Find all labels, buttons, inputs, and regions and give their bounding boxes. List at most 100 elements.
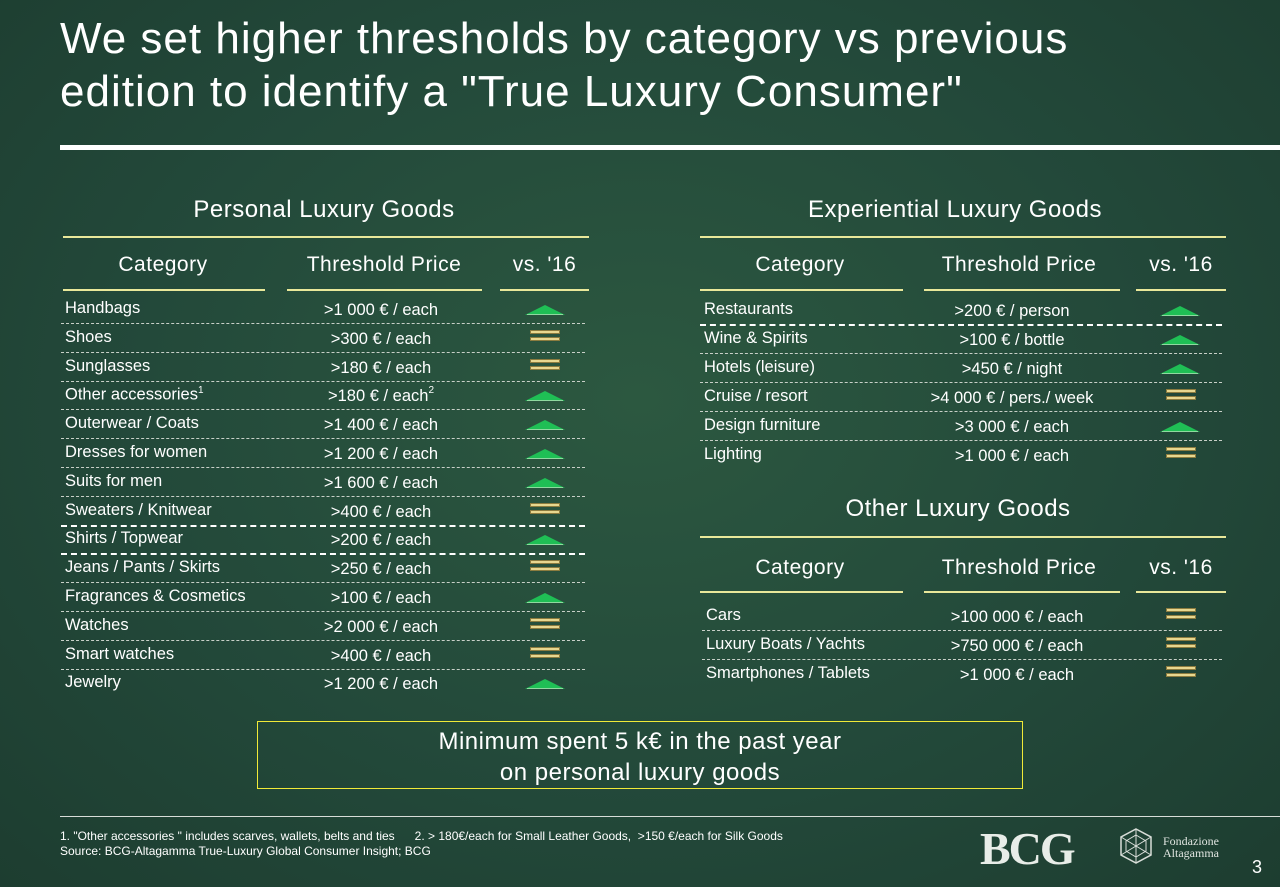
experiential-row-price: >200 € / person [912,302,1112,321]
equal-bars-icon [530,646,560,662]
personal-row-category: Suits for men [65,471,163,490]
other-col-rule-category [700,591,903,593]
personal-row-price-text: >180 € / each [327,387,429,406]
green-up-triangle-icon [525,532,565,548]
personal-row-category: Fragrances & Cosmetics [65,587,246,605]
minimum-spend-line1: Minimum spent 5 k€ in the past year [438,728,842,755]
personal-row: Jeans / Pants / Skirts >250 € / each [61,553,585,584]
altagamma-logo-line1: Fondazione [1163,834,1219,848]
personal-row-price: >1 200 € / each [311,675,451,694]
footnotes: 1. "Other accessories " includes scarves… [60,829,783,859]
personal-row-price-text: >2 000 € / each [323,617,439,636]
experiential-row: Restaurants >200 € / person [700,295,1222,326]
personal-row-price-text: >100 € / each [330,589,432,607]
experiential-col-category: Category [755,253,845,276]
personal-col-rule-vs16 [500,289,589,291]
experiential-col-rule-category [700,289,903,291]
title-divider [60,145,1280,150]
equal-bars-icon [530,559,560,575]
experiential-col-vs16: vs. '16 [1149,253,1213,276]
personal-row-category: Watches [65,615,129,634]
personal-row-price-text: >1 400 € / each [323,416,439,435]
other-row-price: >100 000 € / each [922,608,1112,627]
experiential-row-price-text: >4 000 € / pers./ week [930,389,1094,407]
experiential-row: Lighting >1 000 € / each [700,440,1222,469]
altagamma-logo-line2: Altagamma [1163,846,1219,860]
personal-row-category: Jeans / Pants / Skirts [65,558,220,577]
personal-row-price: >1 000 € / each [311,301,451,320]
experiential-row: Design furniture >3 000 € / each [700,411,1222,441]
personal-row: Jewelry >1 200 € / each [61,668,585,697]
personal-top-rule [63,236,589,238]
altagamma-logo-icon [1120,828,1152,864]
green-up-triangle-icon [525,590,565,606]
equal-bars-icon [530,502,560,518]
personal-row: Outerwear / Coats >1 400 € / each [61,409,585,440]
equal-bars-icon [530,329,560,345]
page-number: 3 [1251,857,1262,877]
other-row-price: >1 000 € / each [922,666,1112,685]
equal-bars-icon [1166,665,1196,681]
source-line: Source: BCG-Altagamma True-Luxury Global… [60,844,431,858]
personal-row: Sweaters / Knitwear >400 € / each [61,496,585,527]
green-up-triangle-icon [1160,303,1200,319]
personal-row-category: Shoes [65,327,112,346]
green-up-triangle-icon [525,417,565,433]
personal-row: Dresses for women >1 200 € / each [61,438,585,468]
personal-row-price: >300 € / each [311,330,451,349]
minimum-spend-line2: on personal luxury goods [499,759,781,786]
personal-row-price-text: >400 € / each [330,646,432,665]
personal-col-threshold: Threshold Price [306,253,462,276]
experiential-row-price: >450 € / night [912,360,1112,379]
personal-section-title: Personal Luxury Goods [193,196,455,223]
green-up-triangle-icon [525,475,565,491]
personal-row-price-text: >250 € / each [330,560,432,579]
personal-row-price-text: >1 000 € / each [323,301,439,319]
other-row: Cars >100 000 € / each [702,601,1222,631]
green-up-triangle-icon [1160,332,1200,348]
experiential-row: Hotels (leisure) >450 € / night [700,353,1222,383]
experiential-row: Cruise / resort >4 000 € / pers./ week [700,382,1222,412]
personal-row: Shoes >300 € / each [61,323,585,353]
slide-title-line2: edition to identify a "True Luxury Consu… [60,67,963,116]
experiential-row-category: Restaurants [704,300,793,318]
personal-row: Other accessories1 >180 € / each2 [61,380,585,411]
personal-row-category: Sunglasses [65,356,151,375]
personal-row-price: >2 000 € / each [311,618,451,637]
experiential-col-threshold: Threshold Price [941,253,1097,276]
experiential-row-price: >1 000 € / each [912,447,1112,466]
minimum-spend-box: Minimum spent 5 k€ in the past year on p… [257,721,1023,789]
personal-row: Suits for men >1 600 € / each [61,467,585,497]
personal-row-price: >400 € / each [311,647,451,666]
experiential-row-price-text: >1 000 € / each [954,447,1070,465]
other-col-threshold: Threshold Price [941,556,1097,579]
personal-col-rule-threshold [287,289,482,291]
green-up-triangle-icon [525,676,565,692]
footer-divider [60,816,1280,817]
experiential-row-price: >100 € / bottle [912,331,1112,350]
personal-row-price: >180 € / each2 [311,385,451,406]
equal-bars-icon [530,358,560,374]
personal-row: Watches >2 000 € / each [61,611,585,641]
personal-row-category: Jewelry [65,673,121,692]
personal-row-price-text: >180 € / each [330,358,432,377]
other-row: Smartphones / Tablets >1 000 € / each [702,659,1222,688]
equal-bars-icon [1166,388,1196,404]
equal-bars-icon [1166,446,1196,462]
personal-row-price-text: >1 200 € / each [323,675,439,694]
personal-row: Sunglasses >180 € / each [61,352,585,382]
personal-row-price-text: >1 600 € / each [323,473,439,492]
green-up-triangle-icon [525,446,565,462]
green-up-triangle-icon [525,302,565,318]
personal-row-price: >1 200 € / each [311,445,451,464]
personal-col-category: Category [118,253,208,276]
personal-row: Smart watches >400 € / each [61,640,585,670]
equal-bars-icon [1166,607,1196,623]
altagamma-logo-text: Fondazione Altagamma [1163,835,1219,859]
experiential-col-rule-threshold [924,289,1120,291]
other-row-category: Luxury Boats / Yachts [706,635,865,653]
other-section-title: Other Luxury Goods [845,495,1071,522]
personal-row: Fragrances & Cosmetics >100 € / each [61,582,585,612]
personal-row-category: Other accessories [65,385,198,404]
other-col-category: Category [755,556,845,579]
